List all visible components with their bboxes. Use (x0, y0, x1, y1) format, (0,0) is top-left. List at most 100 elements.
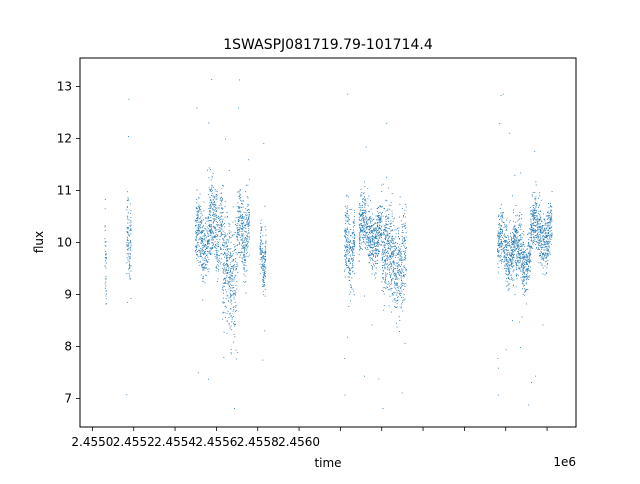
data-point (217, 224, 219, 226)
data-point (359, 224, 361, 226)
data-point (512, 265, 514, 267)
data-point (243, 226, 245, 228)
data-point (200, 233, 202, 235)
data-point (497, 271, 499, 273)
data-point (344, 228, 346, 230)
data-point (216, 257, 218, 259)
data-point (395, 265, 397, 267)
data-point (371, 273, 373, 275)
data-point (201, 250, 203, 252)
data-point (217, 234, 219, 236)
data-point (262, 249, 264, 251)
data-point (205, 247, 207, 249)
data-point (529, 246, 531, 248)
data-point (199, 225, 201, 227)
data-point (197, 230, 199, 232)
data-point (504, 249, 506, 251)
data-point (402, 269, 404, 271)
data-point (523, 254, 525, 256)
data-point (130, 249, 132, 251)
data-point (262, 256, 264, 258)
data-point (392, 239, 394, 241)
data-point (359, 243, 361, 245)
data-point (526, 248, 528, 250)
data-point (205, 267, 207, 269)
data-point (532, 247, 534, 249)
data-point (207, 261, 209, 263)
data-point (105, 251, 106, 252)
data-point (206, 235, 208, 237)
data-point (523, 253, 524, 255)
data-point (403, 299, 405, 301)
data-point (238, 211, 240, 213)
data-point (519, 269, 521, 271)
data-point (544, 220, 546, 222)
data-point (389, 223, 391, 225)
data-point (503, 261, 505, 263)
data-point (379, 217, 381, 219)
data-point (512, 242, 514, 244)
data-point (521, 236, 523, 238)
data-point (400, 286, 402, 288)
data-point (547, 224, 549, 226)
data-point (215, 267, 217, 269)
data-point (524, 276, 525, 277)
data-point (224, 243, 226, 245)
data-point (505, 267, 507, 269)
data-point (512, 266, 513, 268)
data-point (395, 277, 397, 279)
data-point (505, 226, 507, 228)
data-point (521, 251, 523, 253)
data-point (345, 220, 347, 222)
data-point (376, 259, 378, 261)
data-point (215, 199, 217, 200)
data-point (542, 213, 544, 215)
data-point (529, 229, 531, 231)
data-point (403, 289, 405, 290)
data-point (239, 217, 241, 219)
data-point (243, 255, 245, 256)
data-point (387, 256, 389, 258)
data-point (523, 280, 525, 282)
data-point (226, 260, 227, 262)
data-point (540, 217, 542, 219)
data-point (384, 243, 386, 245)
data-point (381, 225, 383, 227)
data-point (243, 223, 245, 225)
data-point (520, 256, 521, 258)
data-point (400, 296, 402, 298)
data-point (212, 186, 214, 188)
data-point (391, 251, 393, 253)
data-point (218, 207, 220, 209)
data-point (345, 261, 347, 263)
data-point (381, 191, 383, 193)
data-point (403, 241, 405, 243)
data-point (264, 249, 266, 251)
data-point (522, 251, 524, 253)
data-point (237, 225, 239, 227)
data-point (378, 244, 380, 245)
data-point (235, 275, 237, 277)
data-point (349, 254, 351, 256)
data-point (508, 264, 510, 266)
data-point (128, 235, 130, 237)
data-point (264, 263, 266, 265)
data-point (535, 231, 536, 233)
data-point (367, 253, 369, 255)
data-point (241, 223, 243, 225)
data-point (520, 258, 522, 260)
data-point (352, 243, 354, 245)
data-point (212, 236, 214, 238)
data-point (382, 258, 383, 260)
data-point (521, 257, 523, 259)
data-point (546, 250, 548, 252)
data-point (236, 264, 238, 266)
data-point (546, 215, 548, 217)
data-point (260, 253, 261, 255)
data-point (263, 271, 265, 273)
data-point (224, 270, 226, 272)
data-point (404, 225, 405, 227)
data-point (390, 201, 392, 203)
data-point (264, 330, 266, 332)
data-point (405, 203, 407, 205)
